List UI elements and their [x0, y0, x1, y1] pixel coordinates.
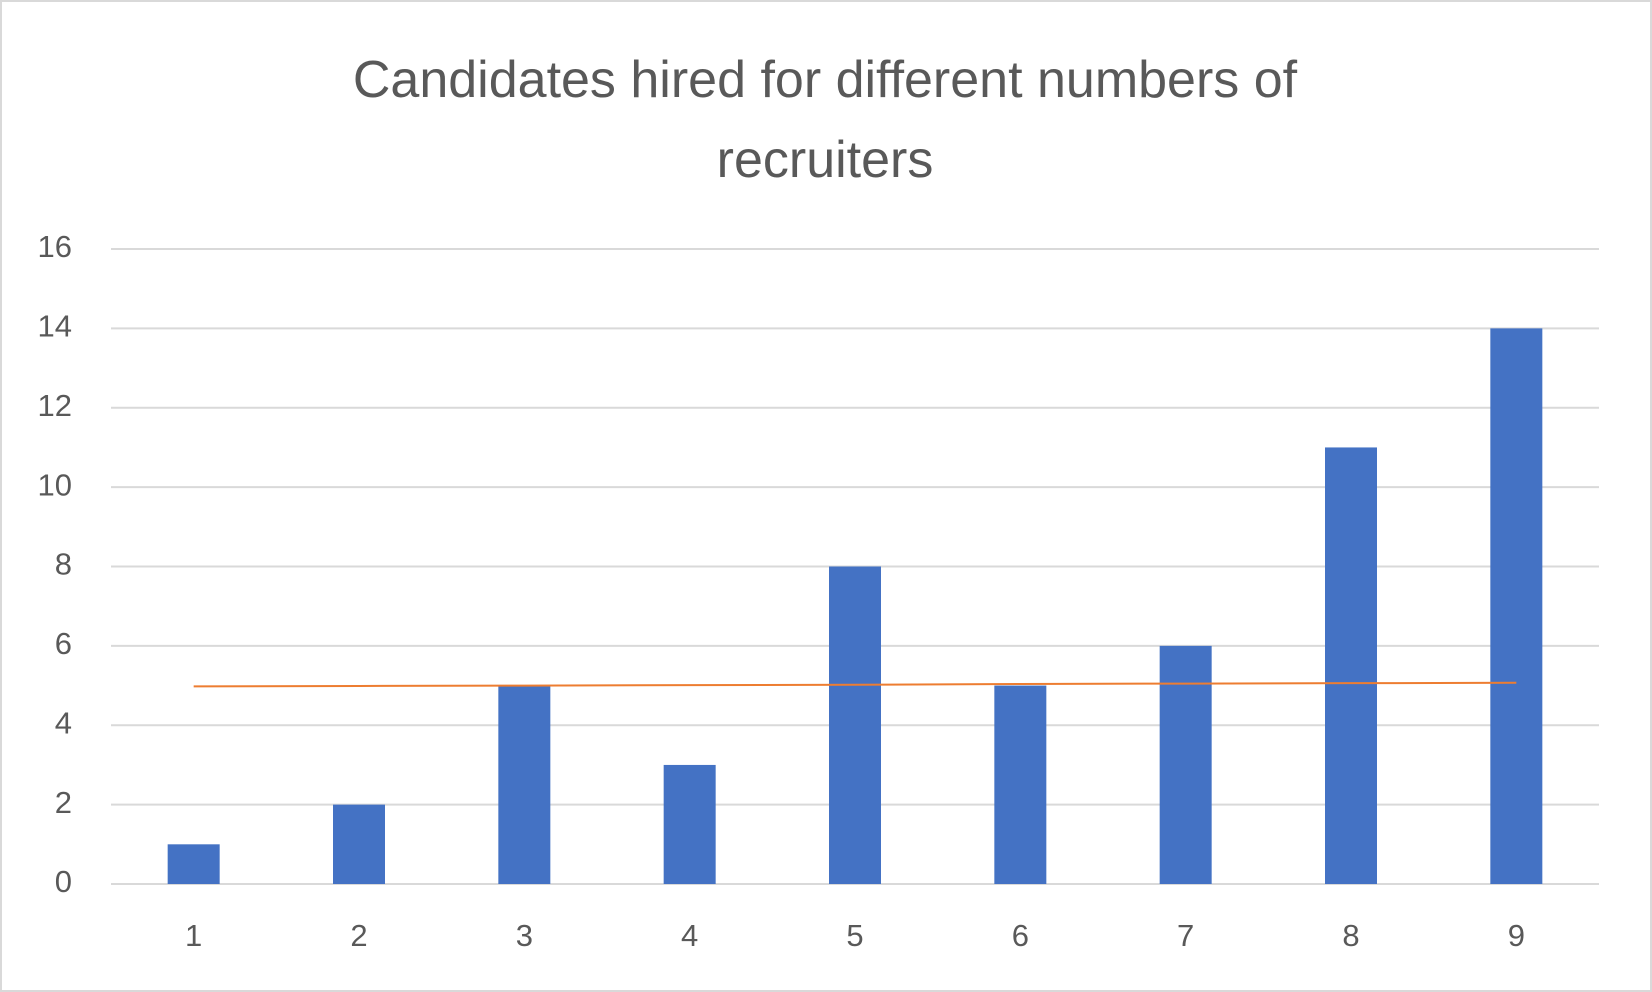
bar	[829, 566, 881, 884]
bar	[994, 685, 1047, 884]
bar	[1325, 447, 1377, 884]
x-tick-label: 8	[1342, 918, 1359, 953]
x-tick-label: 3	[516, 918, 533, 953]
bar	[498, 685, 551, 884]
x-tick-label: 5	[846, 918, 863, 953]
y-tick-label: 4	[55, 705, 72, 740]
trend-line	[193, 681, 1517, 688]
bar	[663, 764, 716, 884]
chart-title: Candidates hired for different numbers o…	[352, 51, 1298, 189]
bar	[167, 844, 220, 884]
bar	[1490, 328, 1543, 884]
y-tick-label: 10	[38, 467, 72, 502]
x-tick-label: 6	[1012, 918, 1029, 953]
y-tick-label: 0	[55, 864, 72, 899]
y-tick-label: 8	[55, 547, 72, 582]
bar	[1159, 645, 1212, 884]
x-tick-label: 2	[350, 918, 367, 953]
x-tick-label: 4	[681, 918, 698, 953]
y-tick-label: 2	[55, 785, 72, 820]
x-tick-label: 1	[185, 918, 202, 953]
y-tick-label: 16	[38, 229, 72, 264]
y-tick-label: 6	[55, 626, 72, 661]
y-tick-label: 12	[38, 388, 72, 423]
x-tick-label: 9	[1508, 918, 1525, 953]
x-tick-label: 7	[1177, 918, 1194, 953]
bar	[333, 804, 385, 884]
y-tick-label: 14	[38, 309, 72, 344]
